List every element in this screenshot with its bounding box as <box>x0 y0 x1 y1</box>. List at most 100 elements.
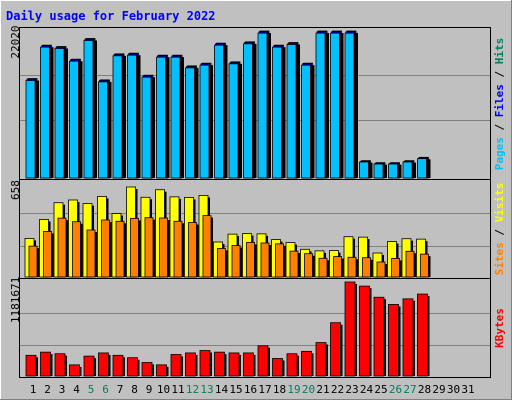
bar-pages-day-5 <box>83 40 94 179</box>
day-label-30: 30 <box>447 383 460 396</box>
bar-pages-day-12 <box>185 67 195 179</box>
legend-files: Files <box>493 84 506 117</box>
day-label-15: 15 <box>229 383 242 396</box>
bar-sites-day-8 <box>130 218 139 278</box>
bar-pages-day-25 <box>373 163 384 179</box>
day-label-23: 23 <box>345 383 358 396</box>
day-label-5: 5 <box>88 383 95 396</box>
bar-sites-day-28 <box>420 253 429 278</box>
bar-pages-day-10 <box>156 56 166 179</box>
day-label-27: 27 <box>403 383 416 396</box>
bar-kbytes-day-20 <box>301 350 312 377</box>
bar-kbytes-day-7 <box>112 354 124 377</box>
bar-pages-day-20 <box>301 64 311 179</box>
bar-pages-day-4 <box>69 60 79 179</box>
day-label-29: 29 <box>432 383 445 396</box>
bar-pages-day-23 <box>344 32 355 179</box>
day-label-9: 9 <box>146 383 153 396</box>
bar-sites-day-12 <box>188 222 197 278</box>
bar-kbytes-day-21 <box>315 342 327 377</box>
bar-pages-day-3 <box>54 48 65 179</box>
bar-sites-day-15 <box>231 245 241 278</box>
bar-pages-day-2 <box>40 46 50 179</box>
day-label-22: 22 <box>331 383 344 396</box>
bar-pages-day-22 <box>330 32 340 179</box>
panel-bottom-max-label: 1181671 <box>9 277 22 323</box>
bar-kbytes-day-14 <box>214 351 225 377</box>
panel-middle: 658 Sites / Visits <box>9 179 506 279</box>
day-label-1: 1 <box>30 383 37 396</box>
bar-pages-day-11 <box>170 56 181 179</box>
bar-pages-day-14 <box>214 44 224 179</box>
bar-sites-day-11 <box>173 220 183 278</box>
legend-sites: Sites <box>493 242 506 275</box>
x-axis-day-labels: 1 2 3 4 5 6 7 8 9 10 11 12 13 14 15 16 17 18 19 20 21 22 23 24 2… <box>30 383 475 396</box>
bar-pages-day-7 <box>112 55 123 179</box>
day-label-24: 24 <box>360 383 374 396</box>
bar-kbytes-day-5 <box>83 355 95 377</box>
bar-pages-day-17 <box>257 32 268 179</box>
bar-kbytes-day-11 <box>170 354 182 377</box>
day-label-3: 3 <box>59 383 66 396</box>
bar-pages-day-13 <box>199 64 210 179</box>
bar-kbytes-day-8 <box>127 357 138 377</box>
day-label-16: 16 <box>244 383 257 396</box>
day-label-21: 21 <box>316 383 329 396</box>
bar-pages-day-19 <box>286 44 297 179</box>
legend-hits: Hits <box>493 38 506 65</box>
bar-kbytes-day-26 <box>388 304 399 377</box>
bar-sites-day-1 <box>28 245 38 278</box>
legend: KBytes <box>493 308 506 348</box>
bar-sites-day-17 <box>260 242 270 278</box>
bar-sites-day-2 <box>43 231 52 278</box>
bar-kbytes-day-16 <box>243 352 254 377</box>
legend-visits: Visits <box>493 183 506 223</box>
bar-sites-day-24 <box>362 257 371 278</box>
bar-kbytes-day-25 <box>373 296 385 377</box>
day-label-31: 31 <box>461 383 474 396</box>
bar-sites-day-23 <box>347 256 357 278</box>
legend: Sites / Visits <box>493 183 506 276</box>
panel-middle-max-label: 658 <box>9 180 22 200</box>
day-label-14: 14 <box>215 383 229 396</box>
bar-sites-day-21 <box>318 257 328 278</box>
bar-pages-day-9 <box>141 76 152 179</box>
day-label-10: 10 <box>157 383 170 396</box>
day-label-13: 13 <box>200 383 213 396</box>
bar-sites-day-10 <box>159 217 168 278</box>
bar-pages-day-15 <box>228 63 239 179</box>
panel-middle-legend: Sites / Visits <box>493 183 506 276</box>
bar-pages-day-18 <box>272 46 282 179</box>
day-label-18: 18 <box>273 383 286 396</box>
bar-pages-day-27 <box>402 161 413 179</box>
panel-top-max-label: 22020 <box>9 25 22 58</box>
bar-pages-day-16 <box>243 43 253 179</box>
panel-bottom-bars <box>20 281 490 377</box>
bar-kbytes-day-6 <box>98 352 109 377</box>
legend-separator: / <box>493 222 506 242</box>
bar-sites-day-6 <box>101 219 110 278</box>
day-label-26: 26 <box>389 383 402 396</box>
bar-sites-day-14 <box>217 248 226 278</box>
panel-bottom-legend: KBytes <box>493 308 506 348</box>
legend: Pages / Files / Hits <box>493 38 506 171</box>
bar-kbytes-day-19 <box>286 353 298 377</box>
bar-kbytes-day-12 <box>185 352 196 377</box>
bar-sites-day-25 <box>376 261 386 278</box>
bar-kbytes-day-17 <box>257 345 269 377</box>
bar-pages-day-8 <box>127 54 137 179</box>
day-label-11: 11 <box>171 383 184 396</box>
day-label-7: 7 <box>117 383 124 396</box>
bar-pages-day-6 <box>98 81 108 179</box>
bar-kbytes-day-23 <box>344 281 356 377</box>
day-label-12: 12 <box>186 383 199 396</box>
day-label-28: 28 <box>418 383 431 396</box>
bar-kbytes-day-1 <box>25 354 37 377</box>
legend-pages: Pages <box>493 137 506 170</box>
bar-kbytes-day-18 <box>272 358 283 377</box>
day-label-17: 17 <box>258 383 271 396</box>
bar-pages-day-24 <box>359 161 369 179</box>
legend-separator: / <box>493 64 506 84</box>
bar-sites-day-3 <box>57 217 67 278</box>
